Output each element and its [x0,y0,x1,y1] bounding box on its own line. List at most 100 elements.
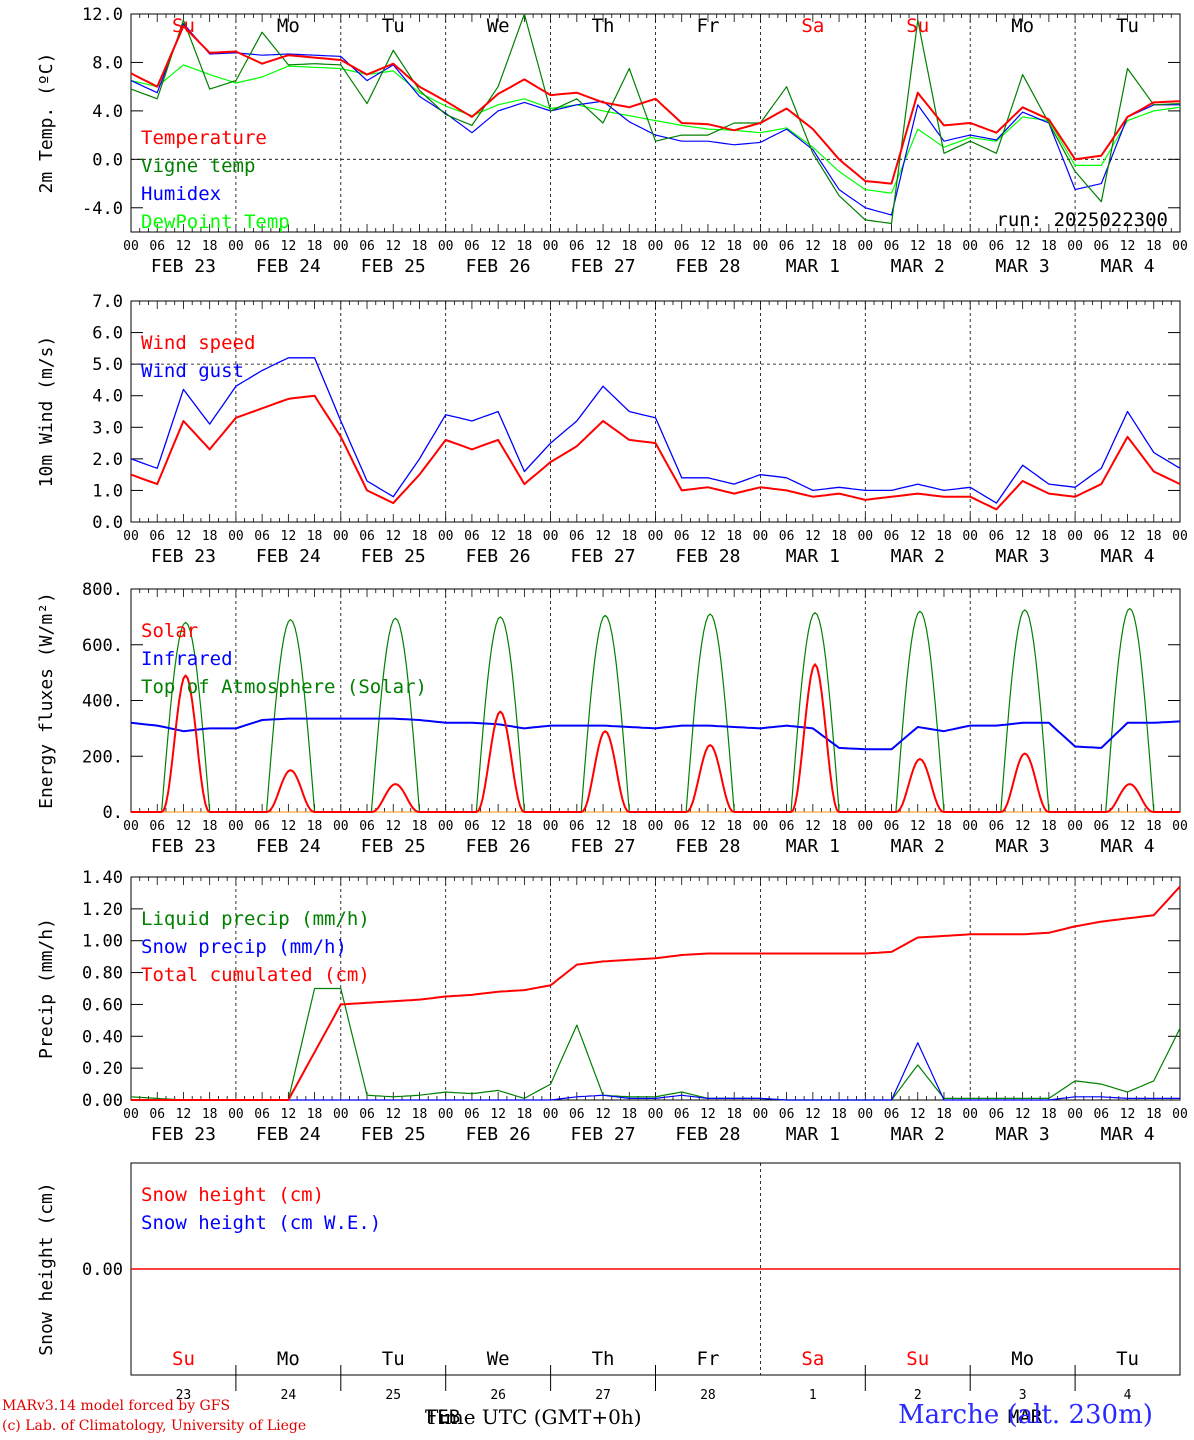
hour-tick-label: 12 [176,1107,192,1122]
legend-entry: Vigne temp [141,155,255,177]
hour-tick-label: 12 [595,529,611,544]
legend-entry: Top of Atmosphere (Solar) [141,676,427,698]
date-label: FEB 24 [256,836,321,857]
series-line-humidex [130,23,1180,216]
weekday-label: Su [172,1348,195,1370]
hour-tick-label: 18 [726,819,742,834]
hour-tick-label: 12 [910,529,926,544]
hour-tick-label: 12 [910,819,926,834]
y-tick-label: 0.40 [82,1027,123,1047]
date-number-label: 27 [595,1388,611,1403]
y-tick-label: 0.00 [82,1260,123,1280]
hour-tick-label: 06 [359,239,375,254]
hour-tick-label: 18 [831,239,847,254]
hour-tick-label: 12 [700,529,716,544]
credit-line-2: (c) Lab. of Climatology, University of L… [2,1418,307,1434]
hour-tick-label: 18 [831,529,847,544]
hour-tick-label: 12 [490,819,506,834]
hour-tick-label: 06 [464,529,480,544]
date-label: MAR 2 [891,836,945,857]
hour-tick-label: 06 [359,819,375,834]
date-label: FEB 25 [361,546,426,567]
legend-entry: Solar [141,620,198,642]
weekday-label: Su [172,15,195,37]
hour-tick-label: 06 [674,239,690,254]
hour-tick-label: 00 [123,529,139,544]
series-line-liquid-precip-mm-h- [130,987,1181,1101]
hour-tick-label: 18 [412,529,428,544]
hour-tick-label: 18 [831,819,847,834]
hour-tick-label: 12 [910,239,926,254]
weekday-label: Th [592,15,615,37]
hour-tick-label: 00 [753,1107,769,1122]
hour-tick-label: 18 [726,1107,742,1122]
hour-tick-label: 12 [281,819,297,834]
date-label: FEB 23 [151,836,216,857]
hour-tick-label: 00 [228,239,244,254]
date-label: FEB 27 [571,1124,636,1145]
hour-tick-label: 18 [412,239,428,254]
date-number-label: 26 [490,1388,506,1403]
hour-tick-label: 00 [962,529,978,544]
date-label: MAR 3 [996,546,1050,567]
hour-tick-label: 00 [962,239,978,254]
date-number-label: 1 [809,1388,817,1403]
month-label: FEB [426,1406,460,1428]
y-tick-label: -4.0 [82,199,123,219]
weekday-label: Mo [277,15,300,37]
hour-tick-label: 18 [726,239,742,254]
hour-tick-label: 18 [936,529,952,544]
hour-tick-label: 00 [1067,529,1083,544]
y-tick-label: 400. [82,692,123,712]
hour-tick-label: 18 [412,1107,428,1122]
hour-tick-label: 00 [438,1107,454,1122]
y-tick-label: 4.0 [92,387,123,407]
weekday-label: Fr [697,1348,720,1370]
hour-tick-label: 00 [438,529,454,544]
hour-tick-label: 00 [333,819,349,834]
date-label: FEB 28 [675,1124,740,1145]
hour-tick-label: 00 [333,1107,349,1122]
hour-tick-label: 18 [936,239,952,254]
hour-tick-label: 12 [385,1107,401,1122]
y-tick-label: 0.60 [82,995,123,1015]
hour-tick-label: 00 [1067,819,1083,834]
hour-tick-label: 00 [438,239,454,254]
legend-entry: Liquid precip (mm/h) [141,908,370,930]
date-label: MAR 3 [996,256,1050,277]
legend-entry: Snow height (cm W.E.) [141,1212,381,1234]
weekday-label: Mo [1011,1348,1034,1370]
weekday-label: Su [906,15,929,37]
hour-tick-label: 18 [517,529,533,544]
date-label: MAR 3 [996,1124,1050,1145]
hour-tick-label: 06 [779,1107,795,1122]
hour-tick-label: 06 [359,529,375,544]
hour-tick-label: 18 [202,819,218,834]
hour-tick-label: 18 [936,819,952,834]
series-line-solar [131,663,1180,813]
hour-tick-label: 00 [1067,1107,1083,1122]
hour-tick-label: 00 [228,819,244,834]
hour-tick-label: 18 [307,239,323,254]
hour-tick-label: 18 [517,1107,533,1122]
hour-tick-label: 12 [1120,819,1136,834]
y-tick-label: 800. [82,580,123,600]
hour-tick-label: 12 [176,529,192,544]
legend-entry: Wind speed [141,332,255,354]
y-tick-label: 0.80 [82,964,123,984]
hour-tick-label: 00 [228,1107,244,1122]
run-label: run: 2025022300 [996,209,1168,231]
hour-tick-label: 18 [621,1107,637,1122]
y-axis-title: 2m Temp. (ºC) [36,53,57,194]
hour-tick-label: 06 [779,819,795,834]
hour-tick-label: 12 [490,239,506,254]
date-label: FEB 24 [256,256,321,277]
hour-tick-label: 12 [595,239,611,254]
date-number-label: 28 [700,1388,716,1403]
y-tick-label: 0. [103,803,123,823]
hour-tick-label: 18 [202,529,218,544]
y-tick-label: 7.0 [92,292,123,312]
hour-tick-label: 12 [176,239,192,254]
hour-tick-label: 06 [989,1107,1005,1122]
date-label: FEB 24 [256,1124,321,1145]
